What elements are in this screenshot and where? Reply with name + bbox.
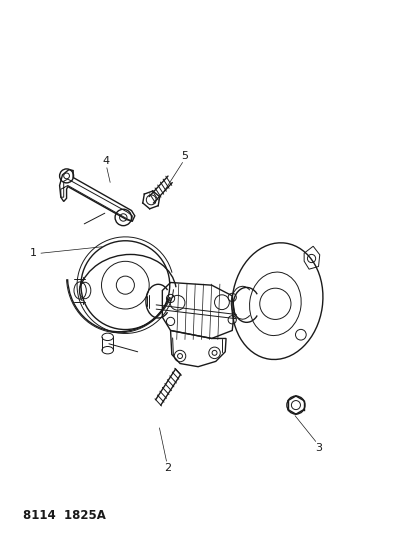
Text: 4: 4 (102, 156, 110, 166)
Text: 5: 5 (181, 151, 189, 160)
Text: 2: 2 (164, 463, 171, 473)
Text: 8114  1825A: 8114 1825A (23, 509, 106, 522)
Text: 1: 1 (29, 248, 37, 258)
Text: 3: 3 (315, 443, 322, 453)
